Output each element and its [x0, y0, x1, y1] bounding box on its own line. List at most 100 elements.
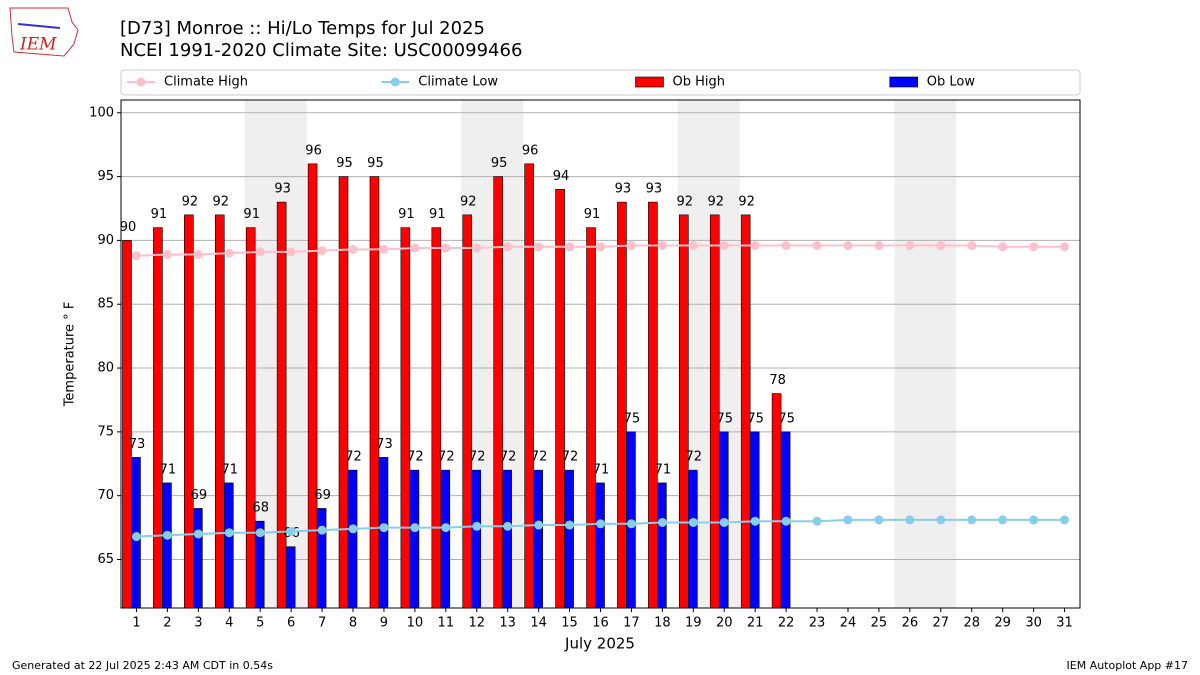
y-tick-label: 90 — [97, 233, 114, 248]
line-marker — [472, 243, 482, 253]
bar — [153, 227, 163, 609]
bar — [533, 469, 543, 609]
x-tick-label: 3 — [194, 616, 202, 631]
line-marker — [131, 532, 141, 542]
data-label: 72 — [531, 450, 548, 465]
legend-swatch — [635, 76, 664, 88]
x-tick-label: 28 — [963, 616, 980, 631]
x-tick-label: 24 — [840, 616, 857, 631]
legend-swatch — [889, 76, 919, 88]
data-label: 92 — [707, 194, 724, 209]
bar — [214, 214, 225, 609]
x-tick-label: 16 — [592, 616, 609, 631]
x-tick-label: 1 — [132, 616, 140, 631]
line-marker — [750, 241, 760, 251]
data-label: 75 — [747, 411, 764, 426]
x-tick-label: 20 — [716, 616, 733, 631]
y-tick-label: 80 — [97, 361, 114, 376]
line-marker — [1060, 242, 1070, 252]
x-tick-label: 27 — [933, 616, 950, 631]
line-marker — [719, 241, 729, 251]
y-tick-label: 75 — [97, 424, 114, 439]
y-tick-label: 70 — [97, 488, 114, 503]
bar — [409, 469, 420, 609]
line-marker — [317, 246, 327, 256]
bar — [122, 240, 132, 609]
line-marker — [131, 251, 141, 261]
bar — [688, 469, 698, 609]
x-tick-label: 5 — [256, 616, 264, 631]
line-marker — [1060, 515, 1070, 525]
x-tick-label: 26 — [902, 616, 919, 631]
x-tick-label: 18 — [654, 616, 671, 631]
data-label: 72 — [562, 450, 579, 465]
line-marker — [874, 241, 884, 251]
line-marker — [905, 515, 915, 525]
bar — [657, 482, 667, 609]
bar — [400, 227, 411, 609]
y-tick-label: 100 — [89, 105, 114, 120]
line-marker — [843, 241, 853, 251]
line-marker — [410, 523, 420, 533]
data-label: 92 — [460, 194, 477, 209]
line-marker — [410, 243, 420, 253]
footer-left: Generated at 22 Jul 2025 2:43 AM CDT in … — [12, 659, 273, 672]
line-marker — [626, 241, 636, 251]
x-tick-label: 8 — [349, 616, 357, 631]
bar — [347, 469, 358, 609]
line-marker — [193, 529, 203, 539]
y-axis-label: Temperature ° F — [63, 302, 78, 408]
legend-swatch — [136, 77, 146, 87]
data-label: 72 — [345, 450, 362, 465]
line-marker — [874, 515, 884, 525]
data-label: 72 — [438, 450, 455, 465]
line-marker — [224, 248, 234, 258]
data-label: 95 — [336, 156, 353, 171]
line-marker — [812, 241, 822, 251]
bar — [648, 201, 658, 609]
legend-box — [120, 69, 1081, 96]
data-label: 93 — [615, 182, 632, 197]
bar — [316, 508, 327, 609]
logo-text: IEM — [19, 35, 57, 55]
x-tick-label: 2 — [163, 616, 171, 631]
line-marker — [317, 525, 327, 535]
line-marker — [688, 517, 698, 527]
bar — [431, 227, 442, 609]
line-marker — [967, 515, 977, 525]
x-tick-label: 15 — [561, 616, 578, 631]
data-label: 69 — [314, 488, 331, 503]
data-label: 91 — [243, 207, 260, 222]
line-marker — [193, 249, 203, 259]
bar — [493, 176, 503, 609]
y-tick-label: 85 — [97, 297, 114, 312]
bar — [564, 469, 574, 609]
logo-line — [17, 23, 61, 29]
data-label: 94 — [553, 169, 570, 184]
data-label: 95 — [491, 156, 508, 171]
bar — [502, 469, 512, 609]
data-label: 72 — [500, 450, 517, 465]
line-marker — [565, 242, 575, 252]
x-tick-label: 7 — [318, 616, 326, 631]
line-marker — [657, 241, 667, 251]
data-label: 91 — [429, 207, 446, 222]
x-tick-label: 4 — [225, 616, 233, 631]
data-label: 93 — [274, 182, 291, 197]
bar — [462, 214, 473, 609]
line-marker — [657, 517, 667, 527]
x-tick-label: 22 — [778, 616, 795, 631]
x-tick-label: 11 — [438, 616, 455, 631]
line-marker — [1029, 515, 1039, 525]
line-marker — [565, 520, 575, 530]
data-label: 96 — [305, 143, 322, 158]
data-label: 91 — [151, 207, 168, 222]
line-marker — [781, 516, 791, 526]
x-tick-label: 12 — [468, 616, 485, 631]
line-marker — [162, 249, 172, 259]
line-marker — [936, 515, 946, 525]
bar — [524, 163, 534, 609]
line-marker — [379, 244, 389, 254]
data-label: 75 — [716, 411, 733, 426]
